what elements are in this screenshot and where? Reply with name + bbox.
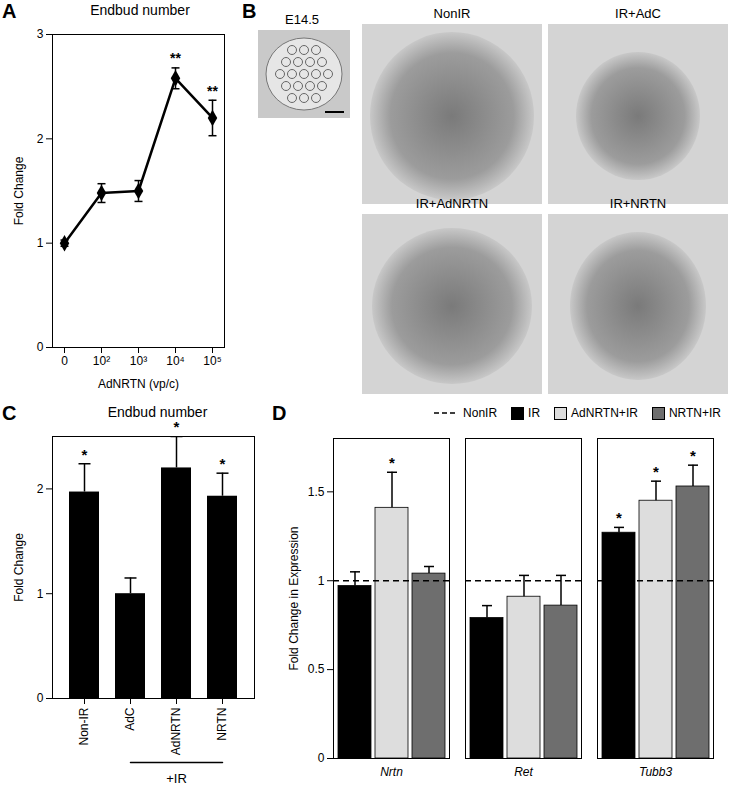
html-text:Endbud number: Endbud number xyxy=(107,404,208,420)
html-text:IR: IR xyxy=(528,406,541,420)
svg-text:2: 2 xyxy=(37,482,44,496)
html-text:B: B xyxy=(242,0,257,22)
svg-text:Fold Change: Fold Change xyxy=(12,533,26,602)
html-text:AdNRTN+IR: AdNRTN+IR xyxy=(571,406,638,420)
svg-text:*: * xyxy=(389,454,395,471)
svg-text:IR+AdNRTN: IR+AdNRTN xyxy=(416,196,488,211)
svg-text:*: * xyxy=(220,455,226,472)
html-text:C: C xyxy=(2,402,17,424)
svg-text:Fold Change: Fold Change xyxy=(12,156,26,225)
svg-text:IR+NRTN: IR+NRTN xyxy=(610,196,666,211)
svg-text:10²: 10² xyxy=(93,354,110,368)
svg-text:Non-IR: Non-IR xyxy=(77,707,91,745)
svg-text:Tubb3: Tubb3 xyxy=(639,765,672,779)
svg-text:AdNRTN: AdNRTN xyxy=(169,708,183,756)
svg-text:E14.5: E14.5 xyxy=(285,12,319,27)
html-text:Endbud number: Endbud number xyxy=(90,2,190,18)
svg-text:AdC: AdC xyxy=(123,707,137,731)
svg-text:0: 0 xyxy=(61,354,68,368)
svg-text:NRTN: NRTN xyxy=(215,708,229,741)
svg-text:0.5: 0.5 xyxy=(308,662,325,676)
svg-text:Ret: Ret xyxy=(514,765,533,779)
svg-text:0: 0 xyxy=(37,340,44,354)
svg-text:1: 1 xyxy=(37,236,44,250)
svg-text:Fold Change in Expression: Fold Change in Expression xyxy=(287,526,301,670)
html-text:NRTN+IR: NRTN+IR xyxy=(668,406,721,420)
svg-text:+IR: +IR xyxy=(166,771,187,786)
svg-text:NonIR: NonIR xyxy=(434,6,471,21)
html-text:A: A xyxy=(2,0,17,22)
svg-text:10³: 10³ xyxy=(130,354,147,368)
svg-text:2: 2 xyxy=(37,132,44,146)
svg-text:*: * xyxy=(653,463,659,480)
svg-text:**: ** xyxy=(207,83,218,99)
svg-text:*: * xyxy=(690,447,696,464)
svg-text:IR+AdC: IR+AdC xyxy=(615,6,661,21)
svg-text:**: ** xyxy=(170,50,181,66)
svg-text:10⁴: 10⁴ xyxy=(166,354,185,368)
html-text:NonIR: NonIR xyxy=(463,406,498,420)
html-text:D: D xyxy=(272,402,287,424)
svg-text:0: 0 xyxy=(318,751,325,765)
svg-text:Nrtn: Nrtn xyxy=(380,765,403,779)
svg-text:*: * xyxy=(174,418,180,435)
svg-text:AdNRTN (vp/c): AdNRTN (vp/c) xyxy=(98,377,179,391)
svg-text:*: * xyxy=(616,509,622,526)
svg-text:10⁵: 10⁵ xyxy=(203,354,221,368)
svg-text:*: * xyxy=(82,446,88,463)
svg-text:1.5: 1.5 xyxy=(308,485,325,499)
svg-text:1: 1 xyxy=(37,587,44,601)
svg-text:1: 1 xyxy=(318,574,325,588)
svg-text:3: 3 xyxy=(37,27,44,41)
svg-text:0: 0 xyxy=(37,691,44,705)
